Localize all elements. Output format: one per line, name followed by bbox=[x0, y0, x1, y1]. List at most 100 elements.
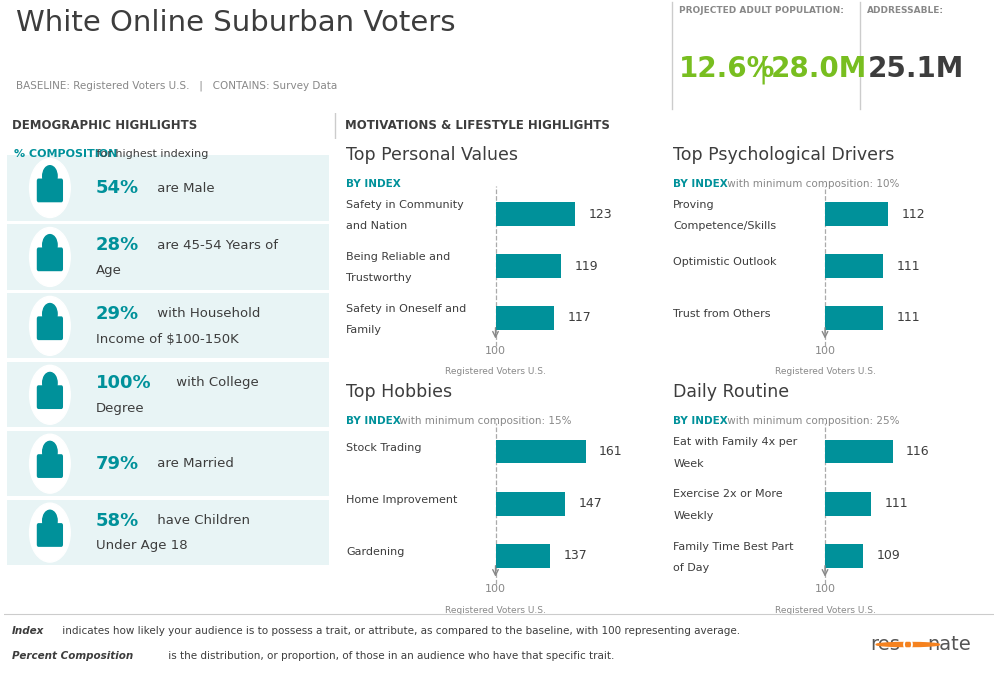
FancyBboxPatch shape bbox=[37, 179, 63, 202]
Text: 137: 137 bbox=[564, 549, 587, 563]
FancyBboxPatch shape bbox=[37, 454, 63, 478]
Text: with College: with College bbox=[172, 376, 258, 389]
Text: Stock Trading: Stock Trading bbox=[346, 443, 421, 453]
Text: 54%: 54% bbox=[95, 179, 139, 197]
Circle shape bbox=[30, 434, 71, 493]
Text: 100: 100 bbox=[485, 346, 506, 356]
Text: have Children: have Children bbox=[153, 515, 249, 527]
Text: for highest indexing: for highest indexing bbox=[92, 150, 208, 159]
FancyBboxPatch shape bbox=[7, 156, 329, 221]
Bar bbox=[496, 492, 566, 516]
Text: 111: 111 bbox=[897, 311, 919, 324]
Bar bbox=[496, 255, 562, 278]
Text: Being Reliable and: Being Reliable and bbox=[346, 252, 450, 262]
FancyBboxPatch shape bbox=[7, 362, 329, 427]
Text: are Male: are Male bbox=[153, 181, 215, 194]
Circle shape bbox=[30, 158, 71, 217]
Text: 100: 100 bbox=[814, 346, 836, 356]
Text: Registered Voters U.S.: Registered Voters U.S. bbox=[774, 605, 876, 615]
Text: % COMPOSITION: % COMPOSITION bbox=[14, 150, 117, 159]
Text: Under Age 18: Under Age 18 bbox=[95, 540, 188, 552]
Circle shape bbox=[43, 303, 57, 324]
Bar bbox=[825, 255, 883, 278]
Text: Degree: Degree bbox=[95, 401, 144, 414]
Text: BY INDEX: BY INDEX bbox=[346, 179, 401, 189]
Bar bbox=[825, 492, 872, 516]
Text: Index: Index bbox=[12, 626, 45, 636]
Bar bbox=[496, 544, 551, 567]
Text: Registered Voters U.S.: Registered Voters U.S. bbox=[445, 368, 546, 376]
Text: 25.1M: 25.1M bbox=[868, 56, 963, 83]
Circle shape bbox=[43, 372, 57, 393]
Text: 100: 100 bbox=[485, 584, 506, 594]
Text: Safety in Oneself and: Safety in Oneself and bbox=[346, 304, 466, 313]
Circle shape bbox=[43, 510, 57, 531]
Text: Daily Routine: Daily Routine bbox=[673, 383, 789, 401]
Bar bbox=[825, 202, 889, 226]
FancyBboxPatch shape bbox=[7, 431, 329, 496]
Text: nate: nate bbox=[927, 635, 971, 655]
Bar bbox=[825, 440, 893, 463]
Bar bbox=[825, 306, 883, 330]
Text: |: | bbox=[758, 56, 767, 84]
Text: Family Time Best Part: Family Time Best Part bbox=[673, 542, 794, 552]
Text: DEMOGRAPHIC HIGHLIGHTS: DEMOGRAPHIC HIGHLIGHTS bbox=[12, 119, 197, 133]
Text: 100: 100 bbox=[814, 584, 836, 594]
Text: with minimum composition: 25%: with minimum composition: 25% bbox=[725, 416, 900, 426]
Text: Weekly: Weekly bbox=[673, 510, 714, 521]
Text: MOTIVATIONS & LIFESTYLE HIGHLIGHTS: MOTIVATIONS & LIFESTYLE HIGHLIGHTS bbox=[345, 119, 609, 133]
Text: 58%: 58% bbox=[95, 512, 139, 529]
Text: BY INDEX: BY INDEX bbox=[673, 416, 728, 426]
Text: Trust from Others: Trust from Others bbox=[673, 309, 770, 320]
Text: 123: 123 bbox=[588, 208, 612, 221]
Text: Trustworthy: Trustworthy bbox=[346, 273, 412, 283]
Text: 12.6%: 12.6% bbox=[679, 56, 775, 83]
Text: with minimum composition: 10%: with minimum composition: 10% bbox=[725, 179, 900, 189]
FancyBboxPatch shape bbox=[7, 224, 329, 290]
Text: Percent Composition: Percent Composition bbox=[12, 651, 133, 661]
Text: Age: Age bbox=[95, 264, 121, 277]
Text: 111: 111 bbox=[897, 259, 919, 273]
Circle shape bbox=[43, 166, 57, 187]
Bar bbox=[825, 544, 863, 567]
Text: 29%: 29% bbox=[95, 305, 139, 323]
Circle shape bbox=[30, 297, 71, 355]
Text: Optimistic Outlook: Optimistic Outlook bbox=[673, 257, 776, 267]
Text: Exercise 2x or More: Exercise 2x or More bbox=[673, 489, 783, 500]
Circle shape bbox=[30, 503, 71, 562]
Text: Top Psychological Drivers: Top Psychological Drivers bbox=[673, 146, 895, 164]
Bar bbox=[496, 306, 555, 330]
Text: Top Personal Values: Top Personal Values bbox=[346, 146, 518, 164]
Text: res: res bbox=[871, 635, 901, 655]
Text: indicates how likely your audience is to possess a trait, or attribute, as compa: indicates how likely your audience is to… bbox=[60, 626, 741, 636]
Text: Registered Voters U.S.: Registered Voters U.S. bbox=[774, 368, 876, 376]
Text: Income of $100-150K: Income of $100-150K bbox=[95, 332, 239, 346]
Text: ADDRESSABLE:: ADDRESSABLE: bbox=[868, 5, 944, 15]
Text: Safety in Community: Safety in Community bbox=[346, 200, 464, 210]
Bar bbox=[496, 440, 586, 463]
Text: Family: Family bbox=[346, 325, 382, 335]
FancyBboxPatch shape bbox=[37, 316, 63, 340]
Bar bbox=[496, 202, 576, 226]
Text: BY INDEX: BY INDEX bbox=[346, 416, 401, 426]
Text: Gardening: Gardening bbox=[346, 547, 405, 557]
Text: Week: Week bbox=[673, 459, 704, 468]
FancyBboxPatch shape bbox=[37, 385, 63, 409]
Text: 161: 161 bbox=[599, 445, 623, 458]
Text: Home Improvement: Home Improvement bbox=[346, 495, 457, 505]
Text: is the distribution, or proportion, of those in an audience who have that specif: is the distribution, or proportion, of t… bbox=[165, 651, 614, 661]
Text: 109: 109 bbox=[877, 549, 900, 563]
FancyBboxPatch shape bbox=[7, 500, 329, 565]
Text: o: o bbox=[902, 635, 913, 654]
Text: White Online Suburban Voters: White Online Suburban Voters bbox=[16, 9, 455, 37]
Text: 111: 111 bbox=[885, 497, 909, 510]
Text: with Household: with Household bbox=[153, 307, 260, 320]
FancyBboxPatch shape bbox=[37, 248, 63, 271]
Text: 117: 117 bbox=[568, 311, 591, 324]
Text: 28.0M: 28.0M bbox=[771, 56, 868, 83]
Text: 147: 147 bbox=[579, 497, 602, 510]
Circle shape bbox=[30, 227, 71, 286]
Circle shape bbox=[43, 441, 57, 462]
Text: Proving: Proving bbox=[673, 200, 715, 210]
Text: 79%: 79% bbox=[95, 455, 139, 473]
